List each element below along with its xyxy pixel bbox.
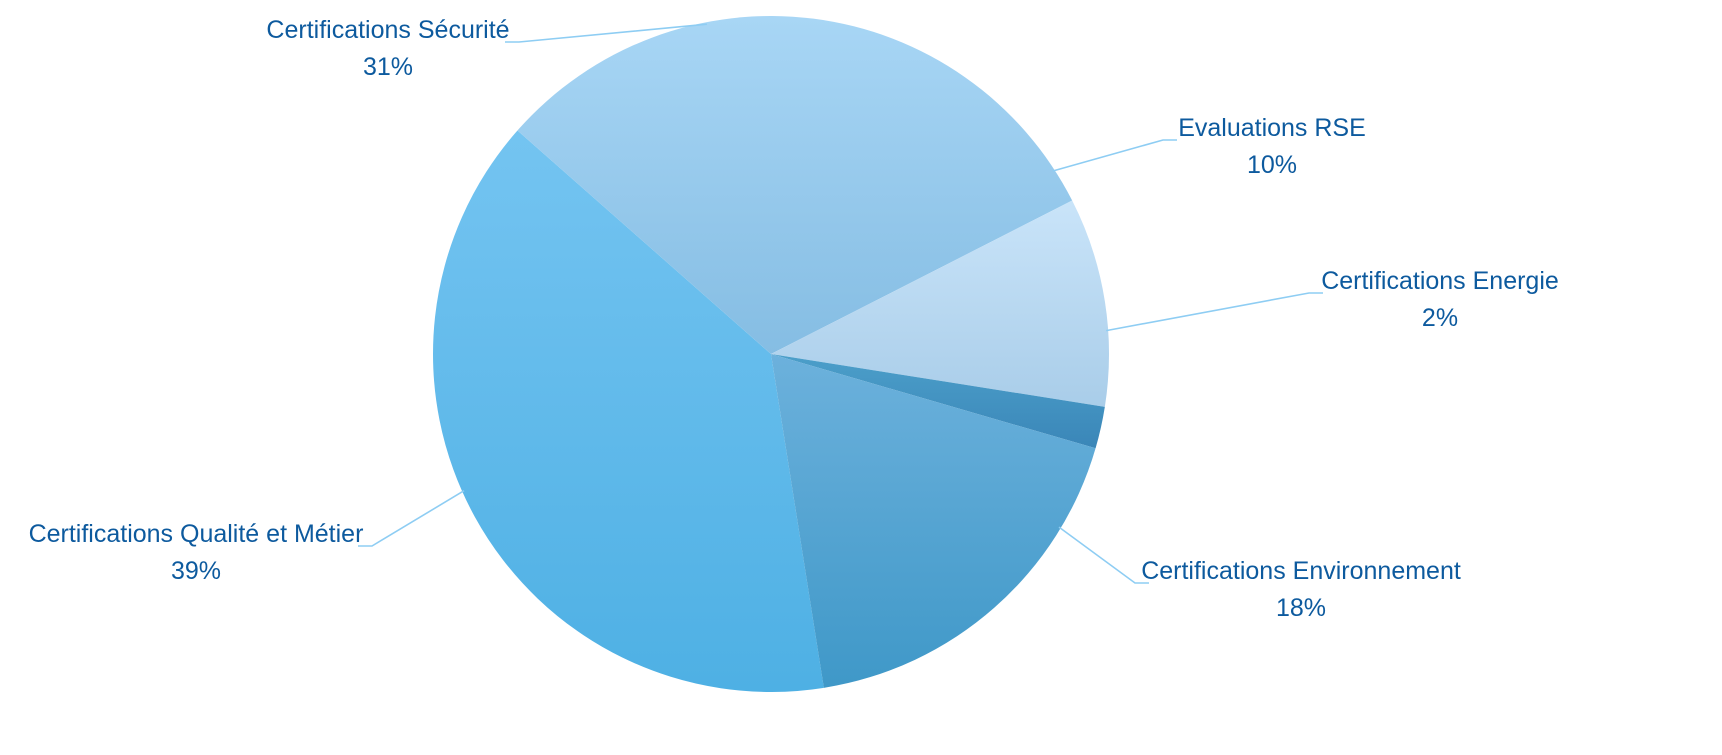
pie-slice-2	[517, 16, 1073, 355]
labels-layer: Certifications Qualité et Métier 39% Certi…	[29, 16, 1559, 622]
pie-slice-4	[771, 354, 1105, 449]
leader-line-2	[505, 23, 707, 43]
pie-slice-5	[771, 354, 1096, 688]
leader-lines-layer	[358, 23, 1323, 584]
leader-line-1	[358, 490, 465, 547]
slice-label-name-5: Certifications Environnement	[1141, 557, 1461, 585]
slice-label-value-2: 31%	[363, 53, 413, 81]
slice-label-name-1: Certifications Qualité et Métier	[29, 520, 364, 548]
slice-label-value-1: 39%	[171, 557, 221, 585]
leader-line-3	[1052, 139, 1177, 172]
pie-slice-1	[433, 130, 824, 693]
slice-label-name-3: Evaluations RSE	[1178, 114, 1366, 142]
slice-label-value-4: 2%	[1422, 304, 1458, 332]
leader-line-5	[1058, 526, 1149, 584]
leader-line-4	[1106, 292, 1323, 332]
slices-layer	[433, 16, 1110, 693]
slice-label-value-3: 10%	[1247, 151, 1297, 179]
slice-label-name-2: Certifications Sécurité	[266, 16, 509, 44]
pie-slice-3	[771, 200, 1110, 407]
slice-label-name-4: Certifications Energie	[1321, 267, 1559, 295]
slice-label-value-5: 18%	[1276, 594, 1326, 622]
